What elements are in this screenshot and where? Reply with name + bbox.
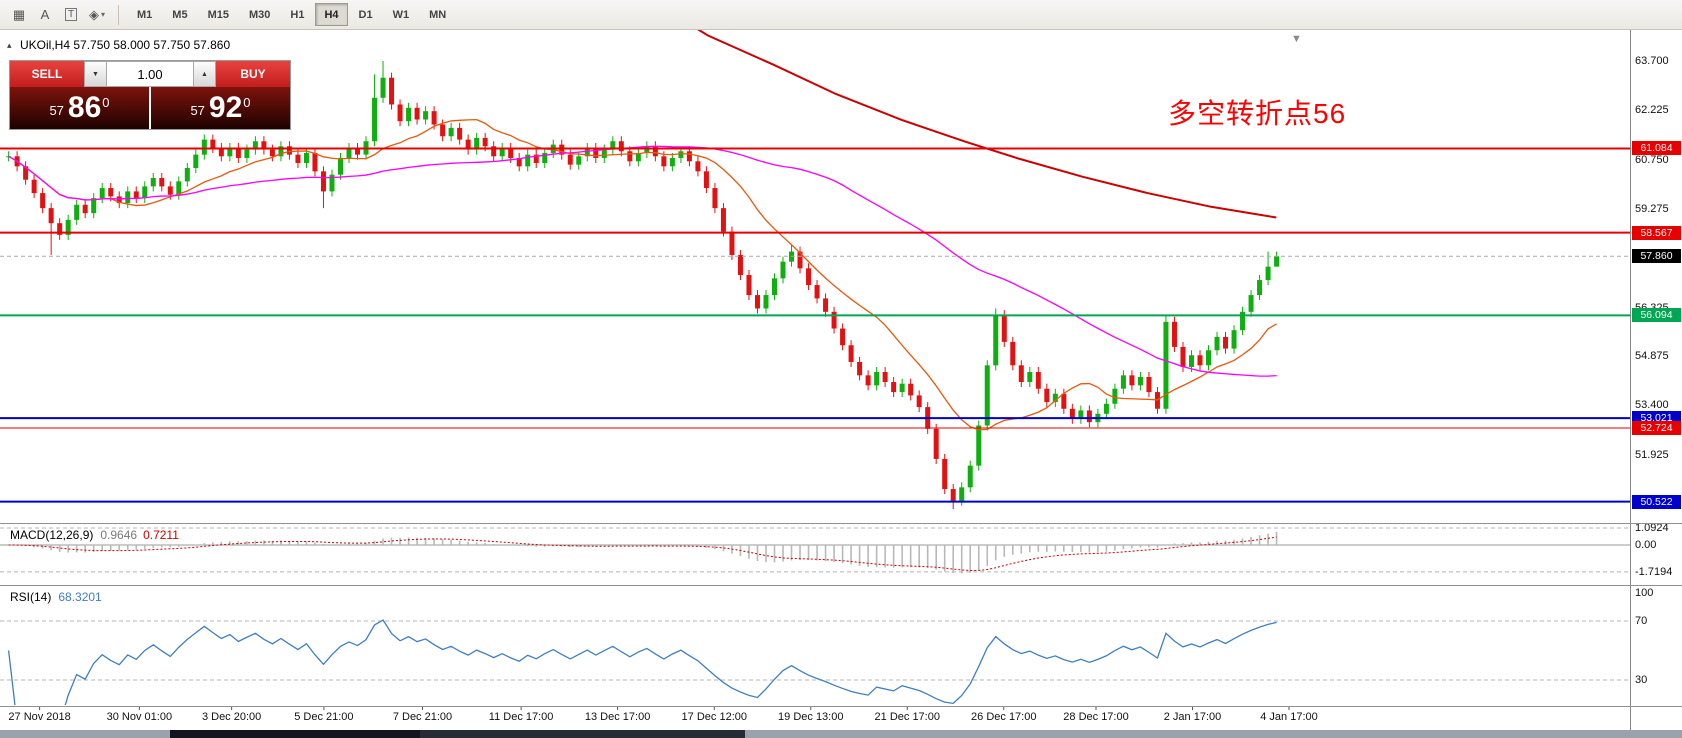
timeframe-buttons: M1 M5 M15 M30 H1 H4 D1 W1 MN: [127, 3, 456, 26]
shapes-glyph: ◈: [88, 6, 99, 22]
volume-input[interactable]: [107, 61, 193, 87]
time-axis-label: 26 Dec 17:00: [971, 711, 1037, 723]
sell-price-display[interactable]: 57 86 0: [10, 87, 149, 129]
price-axis-label: 62.225: [1635, 104, 1669, 117]
price-axis-label: 59.275: [1635, 202, 1669, 215]
price-axis-label: 53.400: [1635, 399, 1669, 412]
rsi-axis-label: 100: [1635, 587, 1654, 599]
price-badge-50.522: 50.522: [1632, 494, 1681, 509]
scroll-end-marker-icon: ▼: [1291, 33, 1302, 45]
macd-axis-label: -1.7194: [1635, 565, 1673, 578]
price-axis-label: 63.700: [1635, 55, 1669, 67]
price-axis[interactable]: 63.70062.22560.75059.27556.32554.87553.4…: [1630, 30, 1682, 730]
trade-panel-prices: 57 86 0 57 92 0: [10, 87, 290, 129]
buy-price-sup: 0: [243, 94, 251, 110]
timeframe-button-h1[interactable]: H1: [281, 3, 313, 26]
dropdown-caret-icon: ▾: [100, 10, 105, 19]
volume-decrease-button[interactable]: ▼: [84, 61, 107, 87]
price-axis-label: 51.925: [1635, 448, 1669, 461]
price-badge-52.724: 52.724: [1632, 421, 1681, 436]
time-axis-label: 7 Dec 21:00: [392, 711, 453, 723]
macd-main-value: 0.9646: [100, 528, 138, 542]
grid-glyph: ▦: [12, 6, 26, 22]
text-tool-icon[interactable]: A: [32, 3, 58, 27]
price-badge-57.860: 57.860: [1632, 249, 1681, 264]
toolbar: ▦ A T ◈ ▾ M1 M5 M15 M30 H1 H4 D1 W1 MN: [0, 0, 1682, 30]
time-axis-label: 11 Dec 17:00: [488, 711, 554, 723]
price-axis-label: 60.750: [1635, 153, 1669, 166]
time-axis-label: 5 Dec 21:00: [294, 711, 354, 723]
one-click-toggle-icon[interactable]: ▴: [7, 40, 12, 50]
macd-signal-value: 0.7211: [143, 528, 179, 542]
text-glyph: A: [40, 7, 50, 22]
time-axis-label: 27 Nov 2018: [8, 711, 71, 723]
buy-price-prefix: 57: [190, 102, 205, 118]
shapes-tool-icon[interactable]: ◈ ▾: [84, 3, 110, 27]
time-axis-label: 30 Nov 01:00: [106, 711, 173, 723]
bottom-bar-tab-1[interactable]: [170, 730, 420, 738]
time-axis-label: 17 Dec 12:00: [681, 711, 747, 723]
buy-price-display[interactable]: 57 92 0: [151, 87, 290, 129]
rsi-value: 68.3201: [58, 590, 102, 604]
time-axis-label: 21 Dec 17:00: [874, 711, 940, 723]
time-axis-label: 28 Dec 17:00: [1063, 711, 1129, 723]
toolbar-separator: [118, 4, 119, 25]
timeframe-button-w1[interactable]: W1: [384, 3, 419, 26]
timeframe-button-m5[interactable]: M5: [163, 3, 196, 26]
label-tool-icon[interactable]: T: [58, 3, 84, 27]
time-axis-separator: [0, 706, 1682, 707]
symbol-ohlc-label: UKOil,H4 57.750 58.000 57.750 57.860: [20, 38, 231, 52]
macd-panel-separator: [0, 523, 1682, 524]
label-glyph: T: [64, 8, 78, 21]
time-axis-label: 13 Dec 17:00: [584, 711, 651, 723]
macd-name: MACD(12,26,9): [10, 528, 94, 542]
rsi-name: RSI(14): [10, 590, 52, 604]
chart-annotation-text: 多空转折点56: [1168, 98, 1347, 129]
sell-button[interactable]: SELL: [10, 61, 84, 87]
rsi-panel-separator: [0, 585, 1682, 586]
sell-price-sup: 0: [102, 94, 110, 110]
price-badge-56.094: 56.094: [1632, 308, 1681, 323]
price-badge-61.084: 61.084: [1632, 141, 1681, 156]
grid-tool-icon[interactable]: ▦: [6, 3, 32, 27]
price-badge-58.567: 58.567: [1632, 225, 1681, 240]
sell-price-prefix: 57: [49, 102, 64, 118]
buy-price-big: 92: [208, 91, 243, 124]
sell-price-big: 86: [67, 91, 102, 124]
bottom-bar-tab-2[interactable]: [420, 730, 745, 738]
macd-axis-label: 1.0924: [1635, 521, 1669, 534]
rsi-axis-label: 70: [1635, 615, 1648, 627]
rsi-axis-label: 30: [1635, 674, 1648, 686]
timeframe-button-m15[interactable]: M15: [199, 3, 238, 26]
timeframe-button-mn[interactable]: MN: [420, 3, 455, 26]
price-axis-label: 54.875: [1635, 350, 1669, 363]
time-axis-label: 19 Dec 13:00: [778, 711, 844, 723]
trade-panel-controls: SELL ▼ ▲ BUY: [10, 61, 290, 87]
one-click-trade-panel: SELL ▼ ▲ BUY 57 86 0 57 92 0: [9, 60, 291, 130]
bottom-bar: [0, 730, 1682, 738]
timeframe-button-m30[interactable]: M30: [240, 3, 279, 26]
timeframe-button-m1[interactable]: M1: [128, 3, 161, 26]
time-axis[interactable]: 27 Nov 2018 30 Nov 01:00 3 Dec 20:00 5 Dec …: [0, 706, 1630, 730]
volume-increase-button[interactable]: ▲: [193, 61, 216, 87]
rsi-label: RSI(14) 68.3201: [10, 590, 102, 604]
timeframe-button-d1[interactable]: D1: [350, 3, 382, 26]
timeframe-button-h4[interactable]: H4: [315, 3, 348, 26]
chart-plot-area[interactable]: [0, 30, 1630, 730]
time-axis-label: 3 Dec 20:00: [201, 711, 262, 723]
macd-label: MACD(12,26,9) 0.9646 0.7211: [10, 528, 179, 542]
macd-axis-label: 0.00: [1635, 539, 1657, 551]
buy-button[interactable]: BUY: [216, 61, 290, 87]
time-axis-label: 2 Jan 17:00: [1163, 711, 1222, 723]
time-axis-label: 4 Jan 17:00: [1260, 711, 1318, 723]
